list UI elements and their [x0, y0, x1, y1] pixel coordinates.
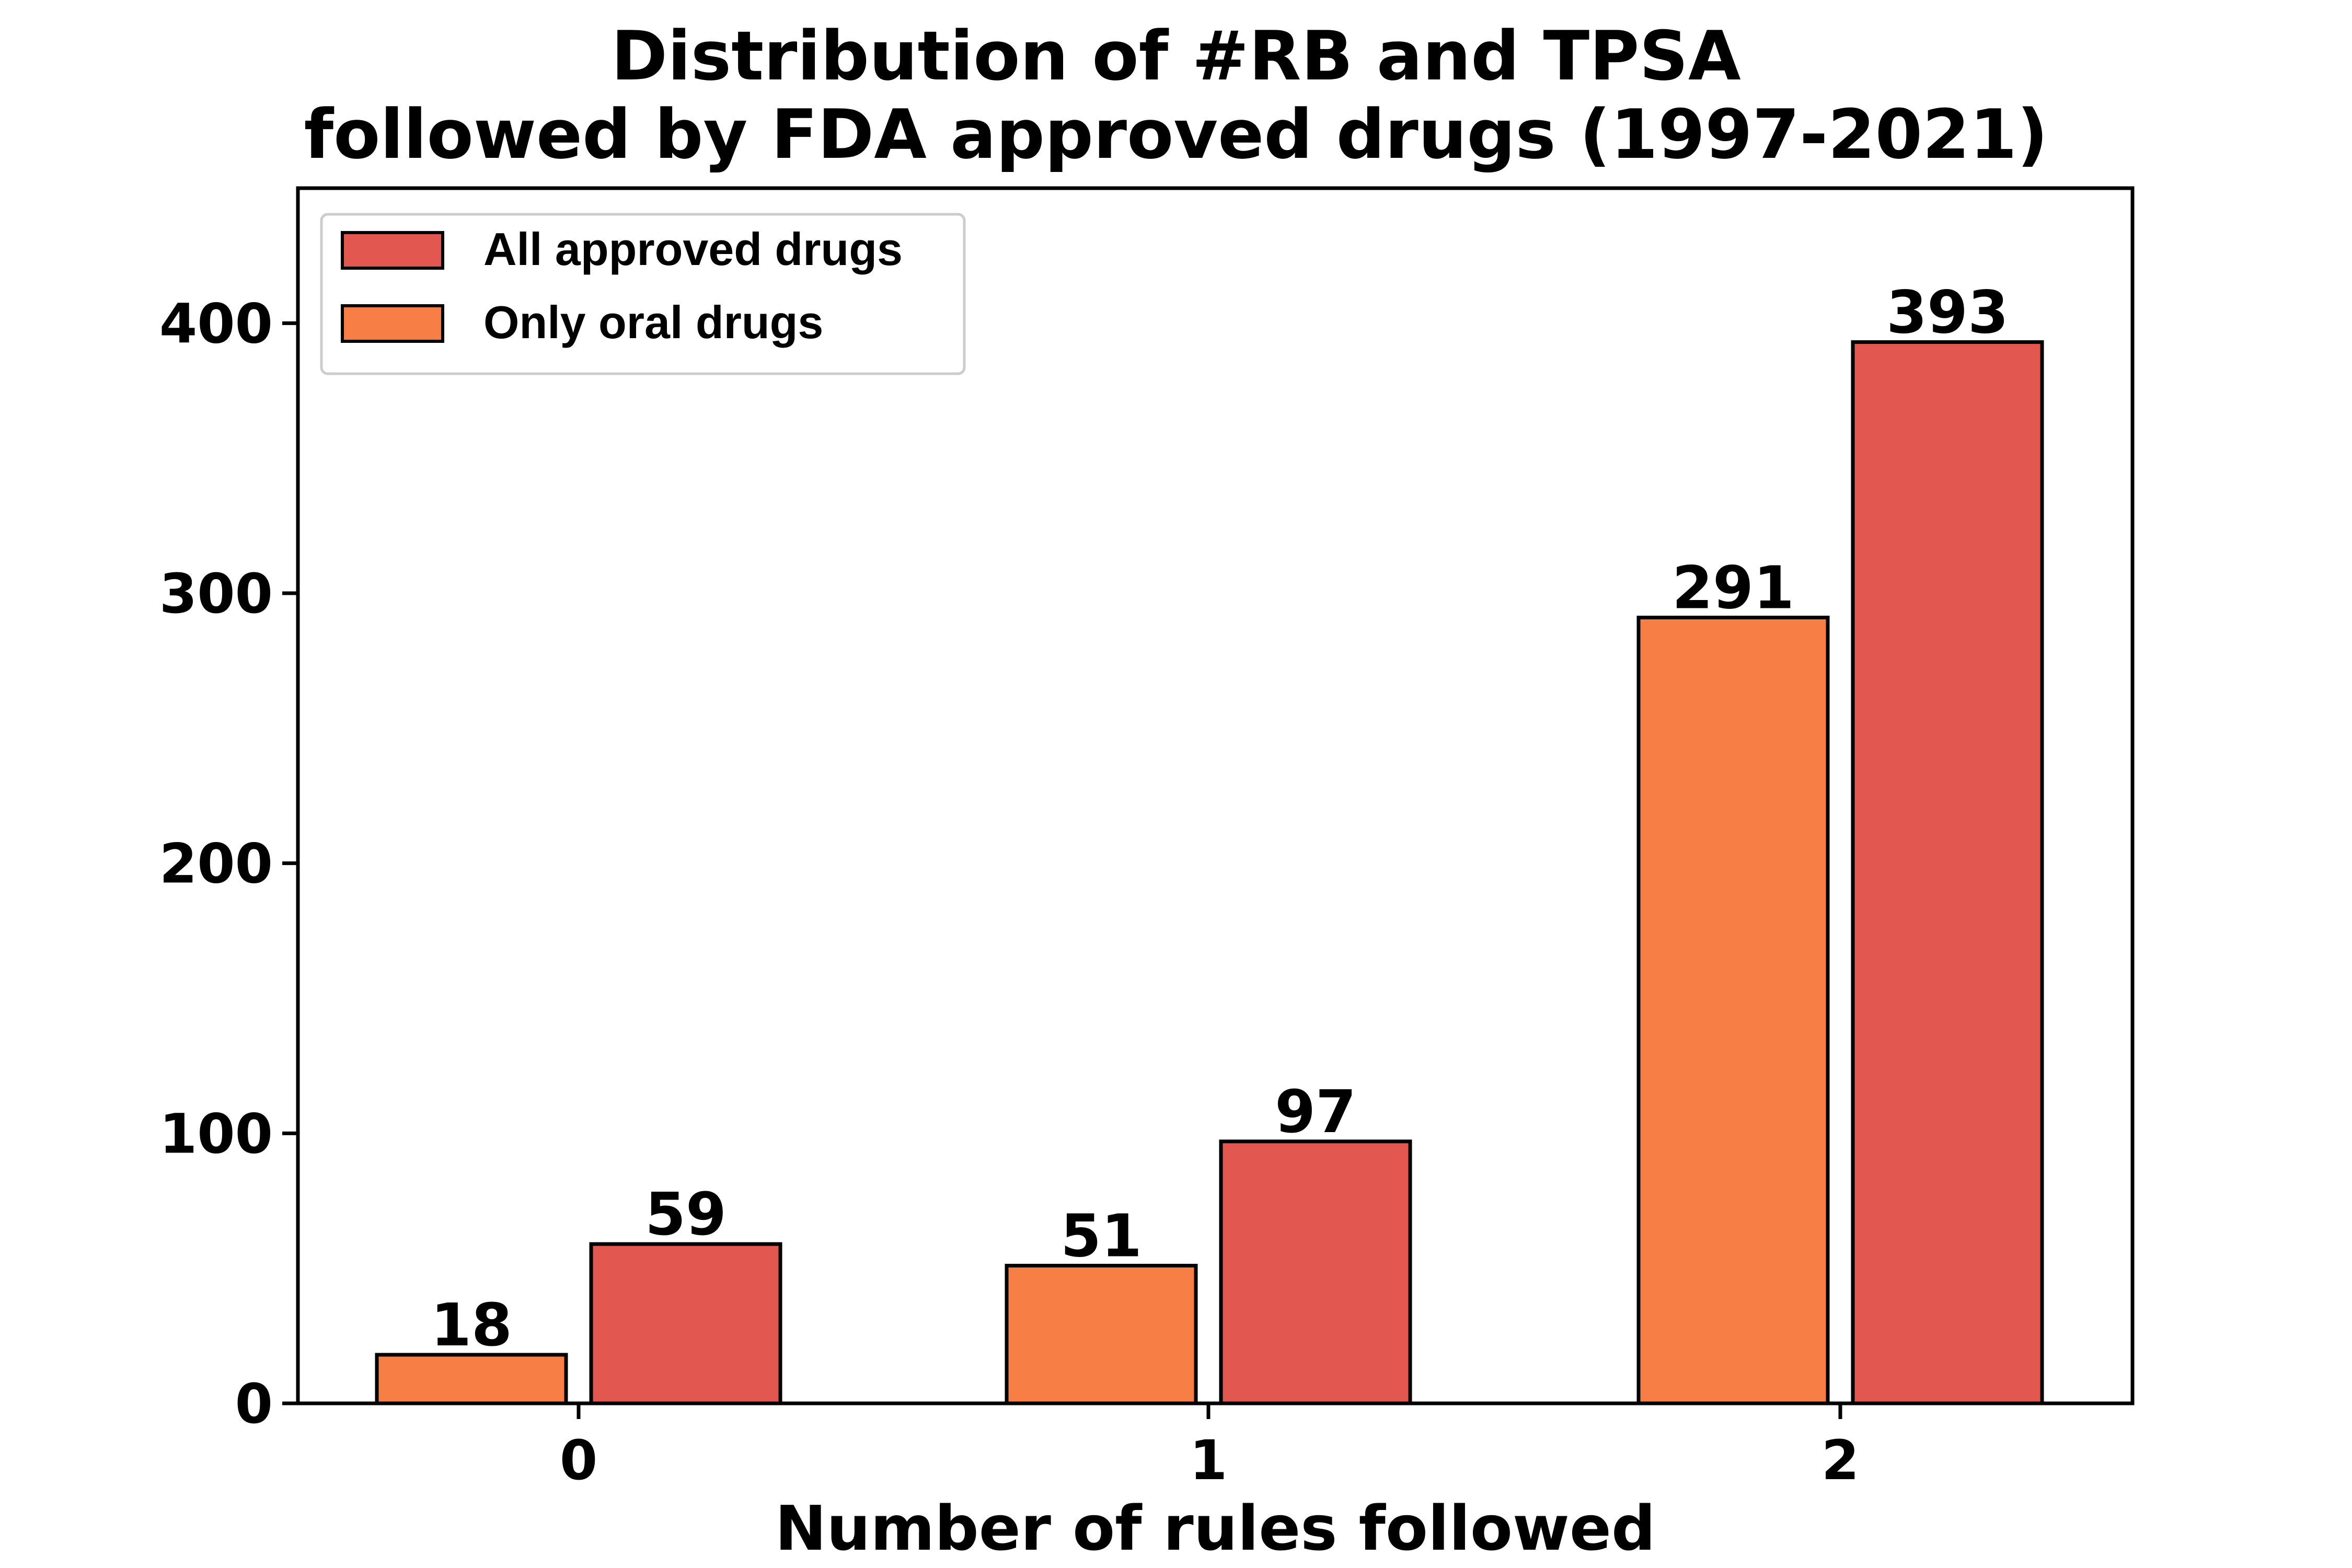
legend-label-all-approved-drugs: All approved drugs	[483, 223, 903, 275]
bars-group	[375, 340, 2044, 1405]
chart-subtitle: followed by FDA approved drugs (1997-202…	[304, 95, 2048, 174]
bar-all-approved-drugs-1	[1219, 1139, 1412, 1405]
data-label-only-oral-drugs-1: 51	[1060, 1203, 1142, 1271]
y-axis: 0 100 200 300 400	[159, 292, 298, 1436]
data-label-only-oral-drugs-2: 291	[1672, 555, 1794, 622]
x-axis-label: Number of rules followed	[775, 1492, 1656, 1564]
bar-all-approved-drugs-0	[589, 1242, 782, 1405]
data-label-all-approved-drugs-0: 59	[645, 1181, 727, 1249]
x-axis: 0 1 2	[560, 1403, 1859, 1492]
y-tick-label: 0	[235, 1372, 273, 1436]
bar-only-oral-drugs-0	[375, 1353, 568, 1405]
legend-label-only-oral-drugs: Only oral drugs	[483, 296, 823, 348]
legend-swatch-only-oral-drugs	[341, 304, 444, 343]
y-tick-label: 400	[159, 292, 273, 355]
bar-only-oral-drugs-1	[1005, 1264, 1198, 1405]
plot-frame	[296, 186, 2135, 1405]
y-tick-label: 300	[159, 562, 273, 626]
chart-title: Distribution of #RB and TPSA	[611, 16, 1740, 96]
x-tick-label: 0	[560, 1428, 597, 1492]
y-tick-label: 200	[159, 832, 273, 896]
legend: All approved drugs Only oral drugs	[320, 213, 966, 375]
data-label-all-approved-drugs-1: 97	[1275, 1078, 1356, 1146]
legend-box	[320, 213, 966, 375]
x-tick-label: 1	[1190, 1428, 1227, 1492]
bar-all-approved-drugs-2	[1851, 340, 2044, 1405]
bar-only-oral-drugs-2	[1636, 616, 1830, 1405]
y-tick-label: 100	[159, 1102, 273, 1166]
legend-swatch-all-approved-drugs	[341, 231, 444, 270]
x-tick-label: 2	[1821, 1428, 1859, 1492]
data-label-all-approved-drugs-2: 393	[1886, 279, 2009, 347]
data-label-only-oral-drugs-0: 18	[431, 1292, 512, 1359]
data-labels-group: 18 51 291 59 97 393	[431, 279, 2009, 1360]
